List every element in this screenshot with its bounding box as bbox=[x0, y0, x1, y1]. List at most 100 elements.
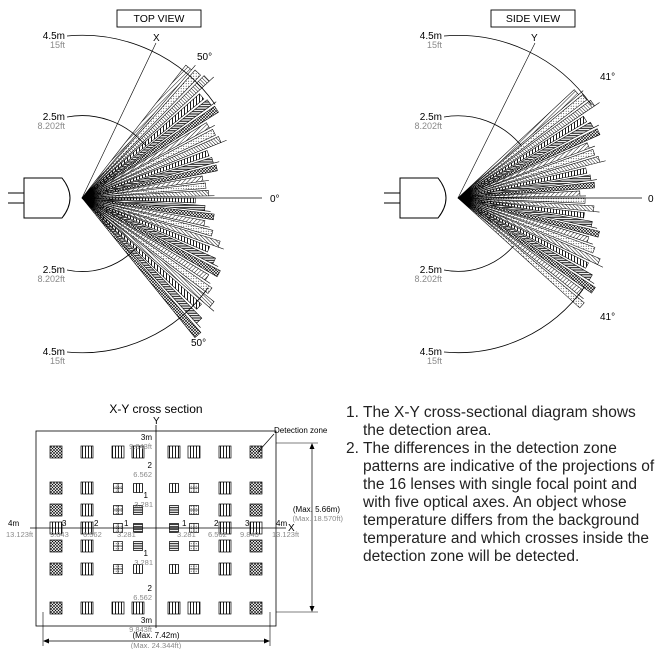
detection-beam bbox=[81, 75, 210, 199]
cross-section-y-label: Y bbox=[153, 416, 160, 427]
x-tick-left-4m-ft: 13.123ft bbox=[6, 530, 34, 539]
detection-zone-fill bbox=[188, 602, 200, 614]
detection-beam bbox=[457, 197, 585, 309]
beam-cap bbox=[587, 241, 593, 245]
detection-zone-fill bbox=[50, 446, 62, 458]
beam-cap bbox=[578, 90, 584, 95]
top-view-outer-dist-m: 4.5m bbox=[43, 31, 65, 42]
detection-beam bbox=[81, 64, 192, 199]
detection-zone-fill bbox=[219, 540, 231, 552]
y-tick-minus-1-ft: 3.281 bbox=[134, 558, 153, 567]
beam-cap bbox=[594, 102, 600, 107]
detection-beam bbox=[457, 148, 596, 199]
detection-zone-fill bbox=[81, 540, 93, 552]
detection-zone-fill bbox=[169, 564, 179, 574]
note-item-2: 2. The differences in the detection zone … bbox=[346, 440, 656, 566]
detection-zone-fill bbox=[133, 505, 143, 515]
side-view-diagram: SIDE VIEW 0 Y 41° 41° 4.5m 15ft 2.5m 8.2… bbox=[384, 9, 654, 366]
distance-arc bbox=[443, 245, 514, 272]
distance-arc bbox=[443, 115, 522, 146]
detection-zone-fill bbox=[250, 602, 262, 614]
top-view-sensor-icon bbox=[8, 177, 71, 219]
x-tick-right-1: 1 bbox=[182, 519, 187, 528]
side-view-upper-angle: 41° bbox=[600, 72, 615, 83]
side-view-lower-angle: 41° bbox=[600, 312, 615, 323]
side-view-outer-dist-m-lower: 4.5m bbox=[420, 347, 442, 358]
detection-beam bbox=[81, 197, 206, 212]
detection-zone-fill bbox=[81, 563, 93, 575]
detection-zone-fill bbox=[219, 563, 231, 575]
side-view-outer-dist-ft-lower: 15ft bbox=[427, 356, 443, 366]
detection-beam bbox=[457, 197, 600, 238]
detection-beam bbox=[81, 164, 218, 199]
note-number: 2. bbox=[346, 440, 359, 457]
detection-zone-fill bbox=[219, 602, 231, 614]
detection-beam bbox=[81, 197, 221, 278]
detection-beam bbox=[457, 197, 596, 254]
detection-zone-fill bbox=[81, 504, 93, 516]
detection-zone-fill bbox=[50, 540, 62, 552]
y-tick-2: 2 bbox=[148, 461, 153, 470]
top-view-lower-angle: 50° bbox=[191, 338, 206, 349]
beam-cap bbox=[220, 139, 227, 143]
beam-cap bbox=[589, 145, 596, 149]
cross-section-zone-grid bbox=[49, 445, 263, 615]
detection-zone-fill bbox=[50, 504, 62, 516]
beam-cap bbox=[203, 225, 210, 228]
top-view-inner-dist-ft-lower: 8.202ft bbox=[37, 274, 65, 284]
note-number: 1. bbox=[346, 404, 359, 421]
side-view-y-axis bbox=[457, 42, 536, 199]
detection-zone-fill bbox=[250, 540, 262, 552]
y-tick-2-ft: 6.562 bbox=[133, 470, 152, 479]
top-view-detection-fan bbox=[81, 64, 227, 338]
beam-cap bbox=[213, 161, 220, 164]
distance-arc bbox=[443, 286, 585, 353]
detection-beam bbox=[457, 197, 585, 219]
x-tick-left-3-ft: 9.843 bbox=[50, 530, 69, 539]
top-view-diagram: TOP VIEW 0° X 50° 50° 4.5m 15ft 2.5m 8.2… bbox=[8, 9, 280, 366]
detection-beam bbox=[81, 197, 202, 338]
side-view-sensor-icon bbox=[384, 177, 447, 219]
xy-cross-section: X-Y cross section Y X 3m 9.843ft 2 6.562… bbox=[6, 402, 343, 649]
beam-cap bbox=[196, 323, 201, 328]
top-view-center-angle: 0° bbox=[270, 194, 280, 205]
detection-beam bbox=[81, 197, 215, 221]
detection-beam bbox=[81, 197, 202, 310]
side-view-outer-dist-ft: 15ft bbox=[427, 40, 443, 50]
y-tick-3m-ft: 9.843ft bbox=[129, 442, 153, 451]
side-view-inner-dist-m: 2.5m bbox=[420, 112, 442, 123]
detection-zone-fill bbox=[132, 446, 144, 458]
detection-zone-leader bbox=[257, 433, 275, 453]
detection-zone-fill bbox=[169, 483, 179, 493]
top-view-axis-label: X bbox=[153, 33, 160, 44]
beam-cap bbox=[597, 264, 604, 268]
beam-cap bbox=[590, 179, 597, 181]
detection-zone-fill bbox=[81, 482, 93, 494]
y-tick-minus-3m: 3m bbox=[141, 616, 152, 625]
detection-beam bbox=[457, 197, 593, 281]
beam-cap bbox=[204, 210, 211, 212]
x-tick-right-2-ft: 6.562 bbox=[208, 530, 227, 539]
detection-beam bbox=[81, 175, 204, 199]
beam-cap bbox=[191, 65, 196, 70]
max-height-m: (Max. 5.66m) bbox=[293, 505, 340, 514]
detection-beam bbox=[457, 197, 596, 294]
beam-cap bbox=[578, 294, 584, 300]
side-view-detection-fan bbox=[457, 89, 606, 309]
detection-beam bbox=[457, 197, 590, 243]
detection-beam bbox=[81, 197, 215, 308]
beam-cap bbox=[203, 180, 210, 182]
detection-beam bbox=[457, 121, 594, 199]
detection-zone-fill bbox=[133, 483, 143, 493]
detection-beam bbox=[81, 69, 201, 199]
side-view-distance-arcs bbox=[443, 35, 592, 353]
detection-beam bbox=[457, 190, 581, 199]
detection-beam bbox=[457, 197, 601, 266]
top-view-title-box bbox=[116, 9, 202, 28]
top-view-inner-dist-ft: 8.202ft bbox=[37, 121, 65, 131]
detection-beam bbox=[457, 94, 588, 199]
detection-beam bbox=[81, 197, 210, 281]
detection-zone-fill bbox=[169, 541, 179, 551]
detection-beam bbox=[457, 197, 593, 228]
top-view-inner-dist-m-lower: 2.5m bbox=[43, 265, 65, 276]
